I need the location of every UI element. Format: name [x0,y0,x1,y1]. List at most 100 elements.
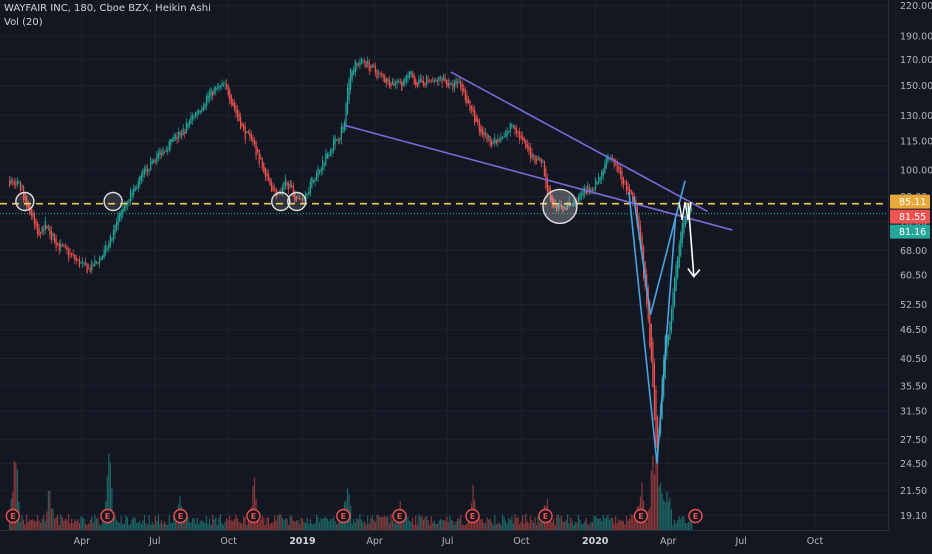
candle-body [156,153,158,162]
candle-body [452,83,454,90]
candle-body [534,155,536,164]
volume-bar [224,521,226,530]
candle-body [518,131,521,140]
y-tick-label: 27.50 [900,435,927,446]
volume-bar [148,515,150,530]
x-tick-label: Jul [441,536,453,547]
candle-body [253,140,256,144]
volume-bar [47,490,49,530]
volume-bar [168,514,170,530]
volume-bar [301,518,304,530]
price-tag [890,194,930,209]
candle-body [402,81,404,87]
volume-bar [478,517,480,530]
candle-body [410,71,412,75]
candle-body [257,148,259,152]
x-tick-label: Oct [513,536,530,547]
candle-body [133,188,135,195]
candle-body [622,177,625,186]
volume-bar [518,524,521,530]
volume-bar [243,516,245,530]
volume-bar [588,525,590,530]
candle-body [368,62,370,71]
candle-body [639,225,642,249]
volume-bar [382,516,384,530]
volume-bar [537,515,539,530]
candle-body [115,221,118,230]
volume-bar [238,521,240,530]
candle-body [229,90,231,101]
volume-bar [568,523,570,530]
volume-bar [673,519,676,530]
x-tick-label: Apr [74,536,91,547]
earnings-marker [538,508,553,524]
candle-body [360,57,363,64]
volume-bar [625,515,628,530]
candle-body [75,257,77,261]
x-tick-label: Oct [220,536,237,547]
candle-body [498,140,501,142]
candle-body [593,189,595,191]
candle-body [233,102,235,109]
support-circle [287,191,307,212]
volume-bar [526,521,528,530]
volume-bar [453,524,456,530]
candle-body [94,260,96,266]
candle-body [12,181,14,183]
volume-bar [593,516,595,530]
candle-body [35,219,37,227]
candle-body [258,150,260,164]
candle-body [350,68,352,90]
volume-bar [421,515,423,530]
volume-bar [354,522,356,530]
volume-bar [319,522,321,530]
volume-bar [415,515,417,530]
y-tick-label: 19.10 [900,511,927,522]
volume-bar [525,514,527,530]
price-axis[interactable]: 220.00 190.00 170.00 150.00 130.00 115.00 100.… [900,1,932,522]
candle-body [106,248,108,249]
volume-bar [598,518,600,530]
volume-bar [480,519,482,530]
candle-body [109,235,111,246]
candle-body [667,334,669,345]
candle-body [613,158,615,166]
volume-bar [430,516,432,530]
volume-bar [16,469,18,530]
candle-body [112,229,115,240]
volume-bar [350,505,352,530]
volume-bar [567,514,569,530]
volume-indicator-label[interactable]: Vol (20) [4,17,43,28]
volume-bar [74,519,76,530]
volume-bar [632,515,634,530]
candle-body [602,170,604,176]
candle-body [571,204,573,206]
time-axis[interactable]: Apr Jul Oct 2019 Apr Jul Oct 2020 Apr Jul Oct [74,536,824,547]
volume-bar [207,523,209,530]
volume-bar [554,524,556,530]
candle-body [239,116,242,129]
candle-body [167,150,169,151]
volume-bar [611,517,614,530]
volume-bar [484,523,487,530]
volume-bar [266,517,268,530]
volume-bar [388,523,390,530]
volume-bar [195,523,197,530]
earnings-marker-label: E [470,512,475,521]
volume-bar [81,517,84,530]
volume-bar [450,519,452,530]
candle-body [148,169,150,171]
volume-bar [686,523,688,530]
candle-body [548,186,550,194]
candle-body [474,109,476,124]
candle-body [19,182,22,191]
candle-body [356,62,358,66]
volume-bar [660,483,662,530]
candle-body [153,159,155,163]
volume-bar [58,524,60,530]
x-tick-label: Oct [807,536,824,547]
candle-body [616,162,618,172]
volume-bar [576,522,578,530]
candle-body [173,136,175,141]
